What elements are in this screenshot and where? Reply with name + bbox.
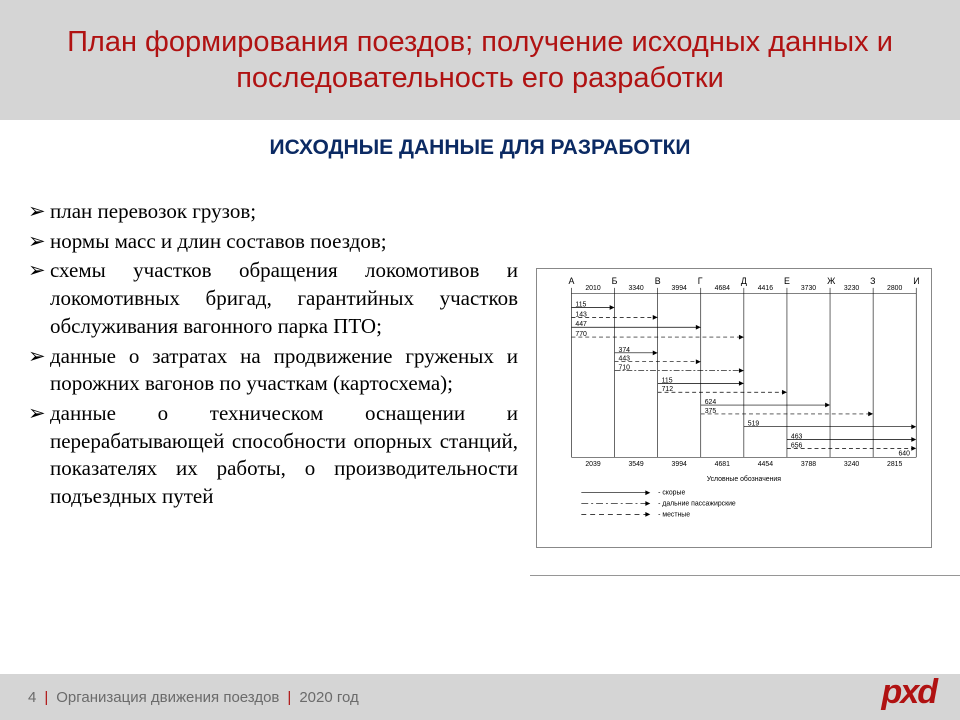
svg-text:4681: 4681 xyxy=(715,461,730,468)
svg-text:- дальние пассажирские: - дальние пассажирские xyxy=(658,501,736,508)
svg-text:656: 656 xyxy=(791,442,803,449)
svg-text:Условные обозначения: Условные обозначения xyxy=(707,475,782,483)
svg-text:143: 143 xyxy=(575,311,587,318)
subheading: ИСХОДНЫЕ ДАННЫЕ ДЛЯ РАЗРАБОТКИ xyxy=(0,135,960,161)
svg-text:2800: 2800 xyxy=(887,285,902,292)
footer-sep-icon: | xyxy=(44,689,48,706)
svg-text:Б: Б xyxy=(612,276,618,286)
bullet-item: данные о техническом оснащении и перераб… xyxy=(28,400,518,511)
diagram-panel: А Б В Г Д Е Ж З И 2010 3340 3994 4684 4416 3730 3230 280… xyxy=(536,198,932,548)
svg-text:770: 770 xyxy=(575,331,587,338)
title-band: План формирования поездов; получение исх… xyxy=(0,0,960,120)
svg-text:375: 375 xyxy=(705,408,717,415)
svg-text:Г: Г xyxy=(698,276,703,286)
svg-text:115: 115 xyxy=(575,302,586,309)
svg-text:519: 519 xyxy=(748,421,760,428)
svg-text:Д: Д xyxy=(741,276,747,286)
page-number: 4 xyxy=(28,689,36,706)
svg-text:И: И xyxy=(913,276,919,286)
svg-text:4454: 4454 xyxy=(758,461,773,468)
svg-text:443: 443 xyxy=(619,356,631,363)
bullet-item: схемы участков обращения локомотивов и л… xyxy=(28,257,518,340)
svg-text:624: 624 xyxy=(705,399,717,406)
svg-text:2815: 2815 xyxy=(887,461,902,468)
footer-year: 2020 год xyxy=(299,689,358,706)
svg-text:А: А xyxy=(569,276,575,286)
svg-text:2039: 2039 xyxy=(585,461,600,468)
svg-text:4684: 4684 xyxy=(715,285,730,292)
svg-text:3549: 3549 xyxy=(628,461,643,468)
svg-text:3240: 3240 xyxy=(844,461,859,468)
svg-text:3340: 3340 xyxy=(628,285,643,292)
svg-text:З: З xyxy=(870,276,875,286)
svg-text:374: 374 xyxy=(619,347,631,354)
svg-text:3788: 3788 xyxy=(801,461,816,468)
bullet-item: данные о затратах на продвижение гружены… xyxy=(28,343,518,398)
svg-text:2010: 2010 xyxy=(585,285,600,292)
svg-text:712: 712 xyxy=(662,386,674,393)
svg-text:4416: 4416 xyxy=(758,285,773,292)
svg-text:463: 463 xyxy=(791,434,803,441)
bullet-item: нормы масс и длин составов поездов; xyxy=(28,228,518,256)
svg-text:Е: Е xyxy=(784,276,790,286)
svg-text:3230: 3230 xyxy=(844,285,859,292)
divider-line xyxy=(530,575,960,576)
svg-text:640: 640 xyxy=(898,450,910,457)
svg-text:447: 447 xyxy=(575,321,587,328)
content-row: план перевозок грузов; нормы масс и длин… xyxy=(28,198,932,548)
svg-text:3730: 3730 xyxy=(801,285,816,292)
svg-text:710: 710 xyxy=(619,365,631,372)
svg-text:- местные: - местные xyxy=(658,511,690,518)
svg-text:3994: 3994 xyxy=(672,285,687,292)
route-diagram: А Б В Г Д Е Ж З И 2010 3340 3994 4684 4416 3730 3230 280… xyxy=(536,268,932,548)
course-name: Организация движения поездов xyxy=(56,689,279,706)
svg-text:В: В xyxy=(655,276,661,286)
footer-sep-icon: | xyxy=(287,689,291,706)
svg-text:Ж: Ж xyxy=(827,276,836,286)
svg-text:115: 115 xyxy=(662,377,673,384)
svg-text:3994: 3994 xyxy=(672,461,687,468)
slide-title: План формирования поездов; получение исх… xyxy=(50,24,910,97)
bullet-item: план перевозок грузов; xyxy=(28,198,518,226)
svg-text:- скорые: - скорые xyxy=(658,490,685,497)
bullet-list: план перевозок грузов; нормы масс и длин… xyxy=(28,198,518,548)
footer-band: 4 | Организация движения поездов | 2020 … xyxy=(0,674,960,720)
rzd-logo: pxd xyxy=(882,673,936,712)
